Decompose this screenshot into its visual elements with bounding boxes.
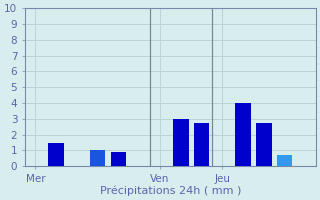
Bar: [111, 152, 126, 166]
Bar: [48, 143, 64, 166]
Bar: [256, 123, 272, 166]
Bar: [277, 155, 292, 166]
X-axis label: Précipitations 24h ( mm ): Précipitations 24h ( mm ): [100, 185, 241, 196]
Bar: [194, 123, 209, 166]
Bar: [90, 150, 106, 166]
Bar: [173, 119, 188, 166]
Bar: [235, 103, 251, 166]
